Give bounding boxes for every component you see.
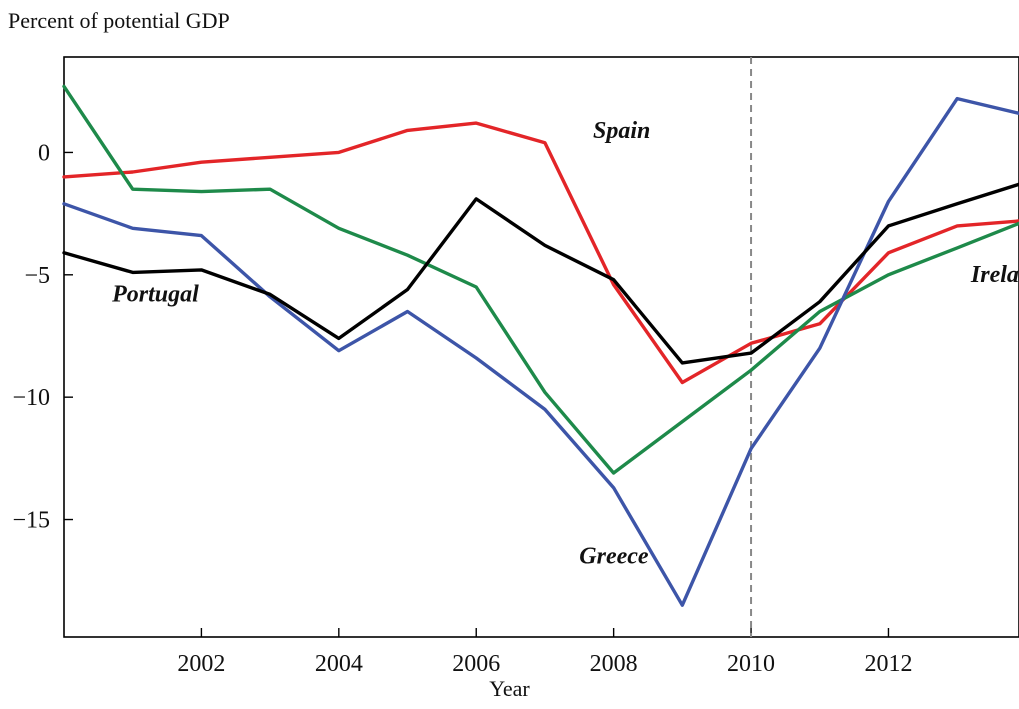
series-line-portugal <box>62 182 1019 365</box>
x-tick-label: 2010 <box>727 651 775 677</box>
series-label-greece: Greece <box>579 544 649 570</box>
x-tick-label: 2004 <box>315 651 363 677</box>
y-axis-label: Percent of potential GDP <box>8 8 230 33</box>
x-tick-label: 2002 <box>177 651 225 677</box>
y-tick-label: −5 <box>24 263 50 289</box>
y-tick-label: −15 <box>12 508 50 534</box>
x-axis-label: Year <box>489 676 530 701</box>
plot-frame <box>63 56 1019 638</box>
y-tick-label: 0 <box>38 140 50 166</box>
series-label-portugal: Portugal <box>111 282 199 308</box>
y-tick-label: −10 <box>12 385 50 411</box>
series-label-spain: Spain <box>593 118 650 144</box>
series-line-ireland <box>62 84 1019 475</box>
series-line-spain <box>62 121 1019 385</box>
x-tick-label: 2006 <box>452 651 500 677</box>
x-tick-label: 2008 <box>590 651 638 677</box>
x-tick-label: 2012 <box>864 651 912 677</box>
series-label-ireland: Ireland <box>970 262 1019 288</box>
series-line-greece <box>62 96 1019 607</box>
